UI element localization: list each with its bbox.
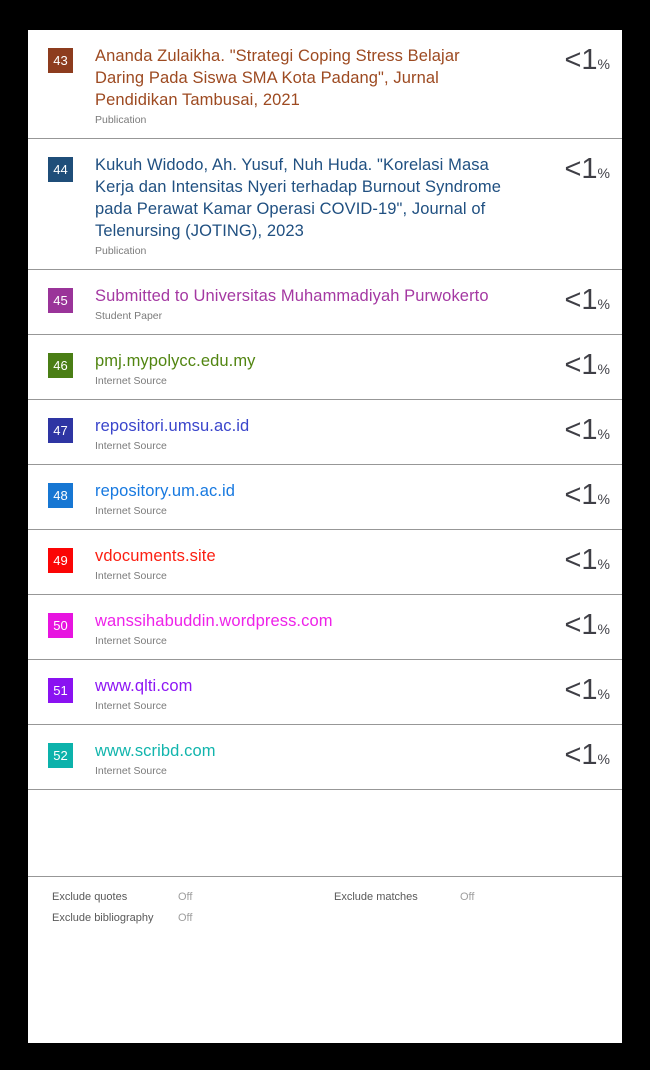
source-type-label: Internet Source bbox=[95, 440, 167, 452]
setting-exclude-bibliography: Exclude bibliography Off bbox=[52, 912, 334, 924]
source-type-label: Internet Source bbox=[95, 635, 167, 647]
source-type-label: Internet Source bbox=[95, 765, 167, 777]
source-type-label: Publication bbox=[95, 245, 147, 257]
source-content: wanssihabuddin.wordpress.com Internet So… bbox=[95, 610, 519, 648]
source-row: 45 Submitted to Universitas Muhammadiyah… bbox=[28, 270, 622, 335]
source-title[interactable]: Kukuh Widodo, Ah. Yusuf, Nuh Huda. "Kore… bbox=[95, 156, 502, 240]
setting-value: Off bbox=[460, 891, 475, 903]
similarity-percent: <1% bbox=[564, 740, 610, 774]
source-row: 49 vdocuments.site Internet Source <1% bbox=[28, 530, 622, 595]
source-content: vdocuments.site Internet Source bbox=[95, 545, 519, 583]
source-number-badge: 50 bbox=[48, 613, 73, 638]
source-row: 44 Kukuh Widodo, Ah. Yusuf, Nuh Huda. "K… bbox=[28, 139, 622, 270]
source-number-badge: 45 bbox=[48, 288, 73, 313]
source-content: Submitted to Universitas Muhammadiyah Pu… bbox=[95, 285, 519, 323]
setting-value: Off bbox=[178, 891, 193, 903]
percent-value: <1 bbox=[564, 674, 598, 706]
source-row: 48 repository.um.ac.id Internet Source <… bbox=[28, 465, 622, 530]
source-row: 47 repositori.umsu.ac.id Internet Source… bbox=[28, 400, 622, 465]
source-title[interactable]: vdocuments.site bbox=[95, 547, 216, 565]
source-number-badge: 48 bbox=[48, 483, 73, 508]
source-number-badge: 43 bbox=[48, 48, 73, 73]
percent-value: <1 bbox=[564, 44, 598, 76]
source-row: 43 Ananda Zulaikha. "Strategi Coping Str… bbox=[28, 30, 622, 139]
setting-label: Exclude quotes bbox=[52, 891, 128, 903]
source-content: Ananda Zulaikha. "Strategi Coping Stress… bbox=[95, 45, 519, 127]
source-number-badge: 47 bbox=[48, 418, 73, 443]
percent-unit: % bbox=[597, 686, 610, 702]
source-number-badge: 52 bbox=[48, 743, 73, 768]
source-row: 52 www.scribd.com Internet Source <1% bbox=[28, 725, 622, 790]
similarity-percent: <1% bbox=[564, 480, 610, 514]
source-title[interactable]: Ananda Zulaikha. "Strategi Coping Stress… bbox=[95, 47, 460, 109]
source-content: www.qlti.com Internet Source bbox=[95, 675, 519, 713]
setting-exclude-matches: Exclude matches Off bbox=[334, 891, 474, 903]
source-type-label: Internet Source bbox=[95, 700, 167, 712]
source-type-label: Internet Source bbox=[95, 375, 167, 387]
percent-value: <1 bbox=[564, 414, 598, 446]
source-title[interactable]: www.qlti.com bbox=[95, 677, 193, 695]
percent-unit: % bbox=[597, 56, 610, 72]
setting-label: Exclude bibliography bbox=[52, 912, 154, 924]
similarity-percent: <1% bbox=[564, 45, 610, 79]
setting-value: Off bbox=[178, 912, 193, 924]
source-title[interactable]: Submitted to Universitas Muhammadiyah Pu… bbox=[95, 287, 489, 305]
percent-value: <1 bbox=[564, 609, 598, 641]
source-number-badge: 46 bbox=[48, 353, 73, 378]
exclusion-settings: Exclude quotes Off Exclude bibliography … bbox=[28, 876, 622, 943]
similarity-percent: <1% bbox=[564, 285, 610, 319]
source-type-label: Internet Source bbox=[95, 505, 167, 517]
source-title[interactable]: pmj.mypolycc.edu.my bbox=[95, 352, 256, 370]
percent-unit: % bbox=[597, 165, 610, 181]
source-title[interactable]: repository.um.ac.id bbox=[95, 482, 236, 500]
percent-unit: % bbox=[597, 751, 610, 767]
percent-unit: % bbox=[597, 426, 610, 442]
percent-unit: % bbox=[597, 296, 610, 312]
percent-value: <1 bbox=[564, 349, 598, 381]
source-type-label: Internet Source bbox=[95, 570, 167, 582]
percent-value: <1 bbox=[564, 479, 598, 511]
report-paper: 43 Ananda Zulaikha. "Strategi Coping Str… bbox=[28, 30, 622, 1043]
source-type-label: Student Paper bbox=[95, 310, 163, 322]
percent-unit: % bbox=[597, 491, 610, 507]
percent-value: <1 bbox=[564, 739, 598, 771]
source-content: www.scribd.com Internet Source bbox=[95, 740, 519, 778]
source-title[interactable]: repositori.umsu.ac.id bbox=[95, 417, 250, 435]
source-title[interactable]: www.scribd.com bbox=[95, 742, 216, 760]
source-list: 43 Ananda Zulaikha. "Strategi Coping Str… bbox=[28, 30, 622, 790]
source-content: repository.um.ac.id Internet Source bbox=[95, 480, 519, 518]
setting-exclude-quotes: Exclude quotes Off bbox=[52, 891, 334, 903]
settings-column-left: Exclude quotes Off Exclude bibliography … bbox=[52, 891, 334, 933]
source-row: 51 www.qlti.com Internet Source <1% bbox=[28, 660, 622, 725]
source-number-badge: 44 bbox=[48, 157, 73, 182]
source-title[interactable]: wanssihabuddin.wordpress.com bbox=[95, 612, 333, 630]
similarity-percent: <1% bbox=[564, 415, 610, 449]
settings-column-right: Exclude matches Off bbox=[334, 891, 474, 933]
percent-value: <1 bbox=[564, 153, 598, 185]
source-content: pmj.mypolycc.edu.my Internet Source bbox=[95, 350, 519, 388]
source-number-badge: 51 bbox=[48, 678, 73, 703]
percent-value: <1 bbox=[564, 544, 598, 576]
similarity-percent: <1% bbox=[564, 675, 610, 709]
source-type-label: Publication bbox=[95, 114, 147, 126]
source-row: 50 wanssihabuddin.wordpress.com Internet… bbox=[28, 595, 622, 660]
source-content: Kukuh Widodo, Ah. Yusuf, Nuh Huda. "Kore… bbox=[95, 154, 519, 258]
percent-unit: % bbox=[597, 621, 610, 637]
similarity-percent: <1% bbox=[564, 154, 610, 188]
similarity-percent: <1% bbox=[564, 545, 610, 579]
percent-unit: % bbox=[597, 556, 610, 572]
source-number-badge: 49 bbox=[48, 548, 73, 573]
setting-label: Exclude matches bbox=[334, 891, 418, 903]
percent-unit: % bbox=[597, 361, 610, 377]
similarity-percent: <1% bbox=[564, 610, 610, 644]
percent-value: <1 bbox=[564, 284, 598, 316]
source-content: repositori.umsu.ac.id Internet Source bbox=[95, 415, 519, 453]
similarity-percent: <1% bbox=[564, 350, 610, 384]
source-row: 46 pmj.mypolycc.edu.my Internet Source <… bbox=[28, 335, 622, 400]
